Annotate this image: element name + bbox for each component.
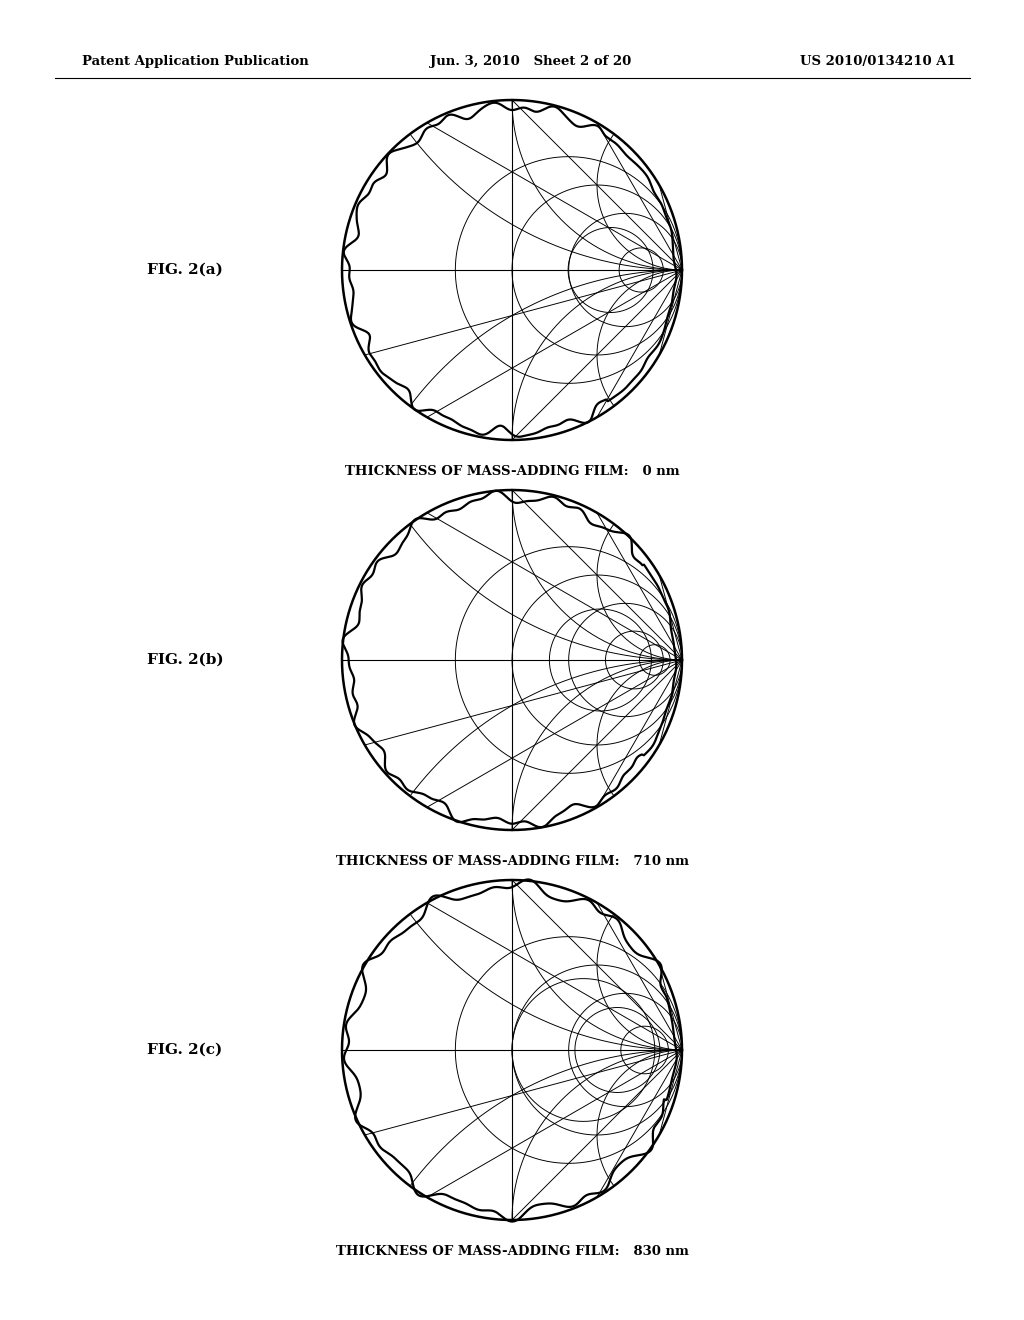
Text: Jun. 3, 2010   Sheet 2 of 20: Jun. 3, 2010 Sheet 2 of 20 bbox=[430, 55, 631, 69]
Text: THICKNESS OF MASS-ADDING FILM:   0 nm: THICKNESS OF MASS-ADDING FILM: 0 nm bbox=[345, 465, 679, 478]
Text: FIG. 2(b): FIG. 2(b) bbox=[146, 653, 223, 667]
Text: THICKNESS OF MASS-ADDING FILM:   830 nm: THICKNESS OF MASS-ADDING FILM: 830 nm bbox=[336, 1245, 688, 1258]
Text: Patent Application Publication: Patent Application Publication bbox=[82, 55, 309, 69]
Text: FIG. 2(a): FIG. 2(a) bbox=[147, 263, 223, 277]
Text: THICKNESS OF MASS-ADDING FILM:   710 nm: THICKNESS OF MASS-ADDING FILM: 710 nm bbox=[336, 855, 688, 869]
Text: FIG. 2(c): FIG. 2(c) bbox=[147, 1043, 222, 1057]
Text: US 2010/0134210 A1: US 2010/0134210 A1 bbox=[800, 55, 955, 69]
